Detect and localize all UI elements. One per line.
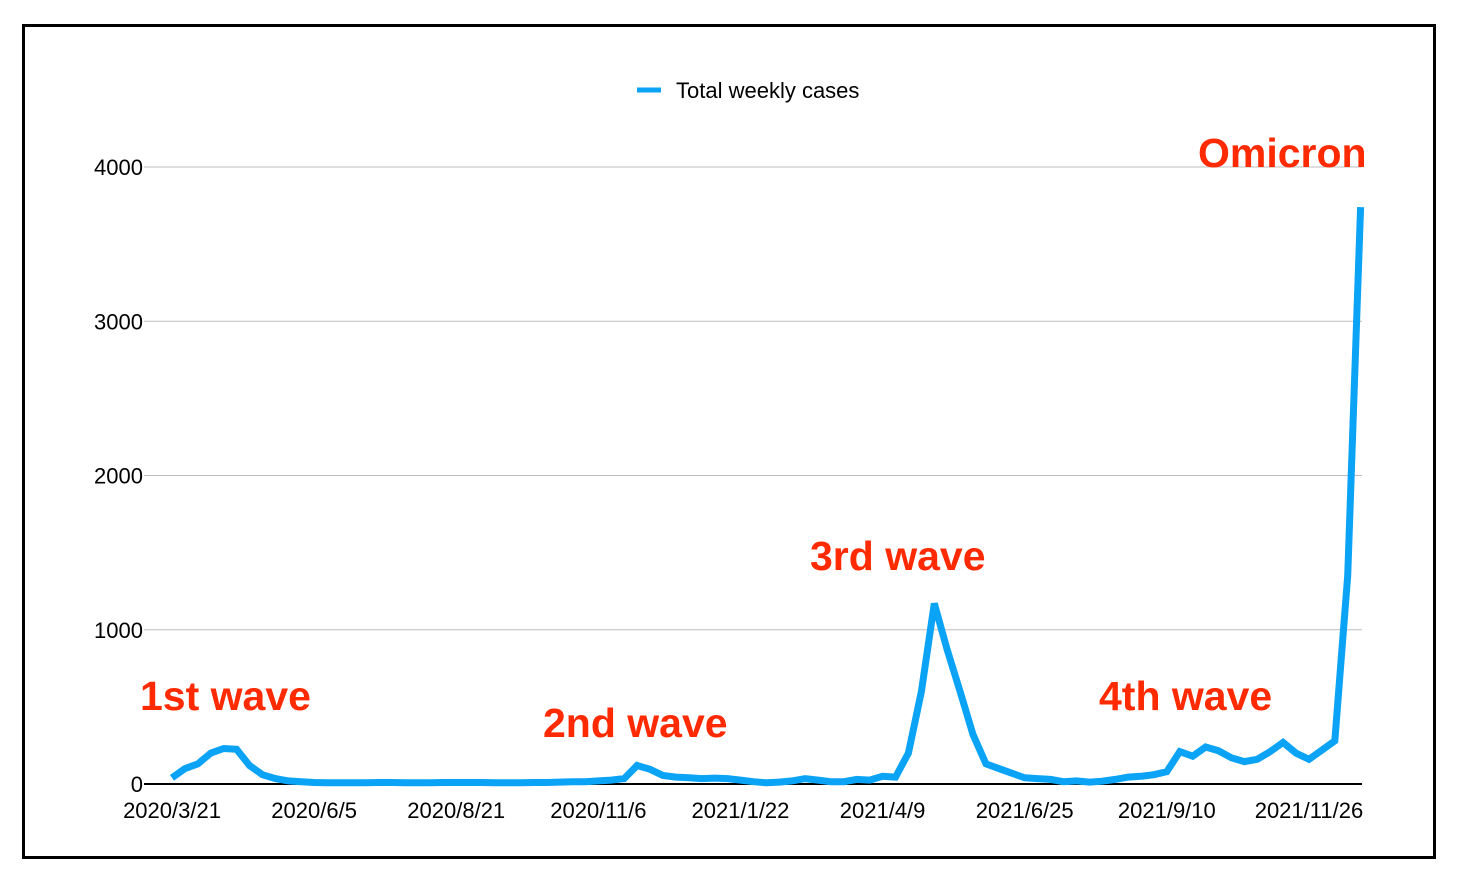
x-tick-label: 2020/8/21	[407, 798, 505, 823]
x-tick-label: 2020/3/21	[123, 798, 221, 823]
x-tick-label: 2021/9/10	[1118, 798, 1216, 823]
annotation-label: 2nd wave	[543, 700, 728, 746]
x-tick-label: 2021/1/22	[692, 798, 790, 823]
annotation-label: 4th wave	[1099, 673, 1272, 719]
x-tick-label: 2021/6/25	[976, 798, 1074, 823]
y-tick-label: 0	[131, 772, 143, 797]
annotation-label: Omicron	[1198, 130, 1367, 176]
y-tick-label: 2000	[94, 464, 143, 489]
x-tick-label: 2021/4/9	[840, 798, 926, 823]
y-tick-label: 3000	[94, 309, 143, 334]
series-line-total-weekly-cases	[169, 206, 1365, 787]
y-tick-label: 4000	[94, 155, 143, 180]
x-tick-label: 2020/11/6	[550, 798, 646, 823]
chart-frame	[22, 24, 1436, 859]
annotation-label: 1st wave	[140, 673, 311, 719]
x-tick-label: 2020/6/5	[271, 798, 357, 823]
annotation-label: 3rd wave	[810, 533, 986, 579]
x-tick-label: 2021/11/26	[1255, 798, 1363, 823]
legend-label: Total weekly cases	[676, 78, 859, 103]
y-tick-label: 1000	[94, 618, 143, 643]
